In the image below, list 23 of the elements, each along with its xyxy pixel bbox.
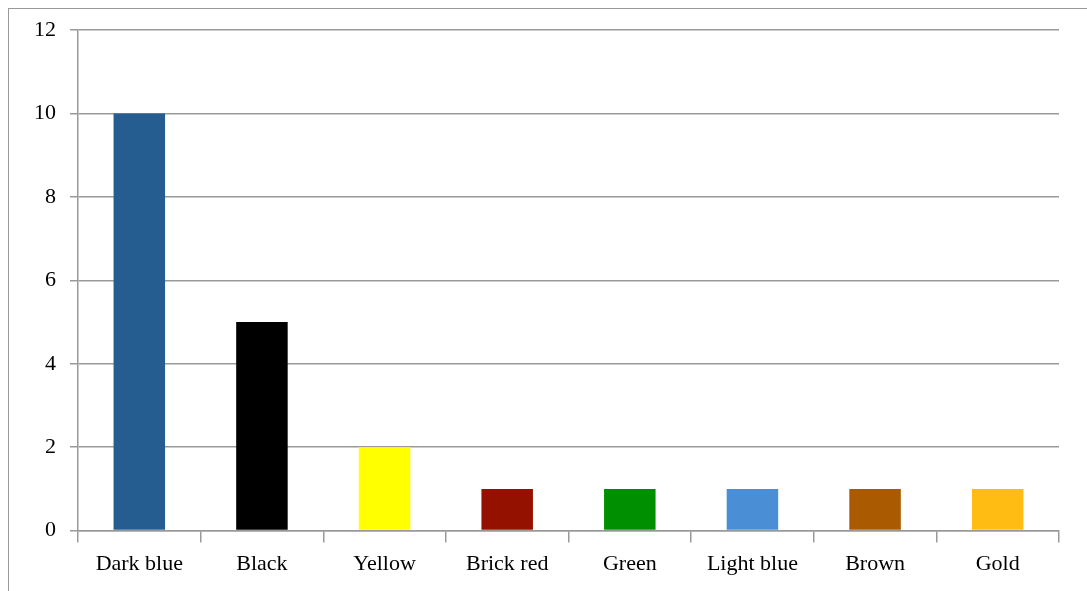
bar [971,488,1024,530]
bar [358,447,411,530]
bar [236,322,288,530]
x-tick-label: Brick red [465,549,549,575]
y-tick-label: 8 [45,182,56,208]
x-tick-label: Light blue [706,549,798,575]
y-tick-label: 4 [45,349,56,375]
x-tick-label: Gold [975,549,1020,575]
y-tick-label: 6 [45,266,56,292]
x-tick-label: Dark blue [95,549,183,575]
bar [113,113,166,530]
x-tick-label: Brown [845,549,906,575]
bar [726,488,779,530]
y-tick-label: 10 [34,99,56,125]
x-tick-label: Black [236,549,288,575]
y-tick-label: 0 [45,516,56,542]
bar [604,488,656,530]
bar [849,488,901,530]
x-tick-label: Yellow [353,549,416,575]
y-tick-label: 12 [34,15,56,41]
bar [481,488,533,530]
x-tick-label: Green [602,549,657,575]
y-tick-label: 2 [45,432,56,458]
